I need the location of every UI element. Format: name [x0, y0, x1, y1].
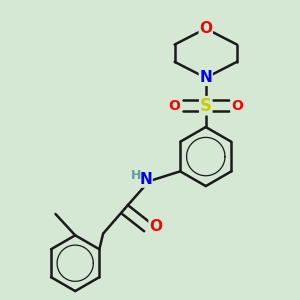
- Text: N: N: [140, 172, 152, 187]
- Text: H: H: [131, 169, 141, 182]
- Text: O: O: [169, 99, 181, 113]
- Text: O: O: [199, 21, 212, 36]
- Text: N: N: [200, 70, 212, 85]
- Text: O: O: [231, 99, 243, 113]
- Text: S: S: [200, 97, 212, 115]
- Text: O: O: [149, 219, 162, 234]
